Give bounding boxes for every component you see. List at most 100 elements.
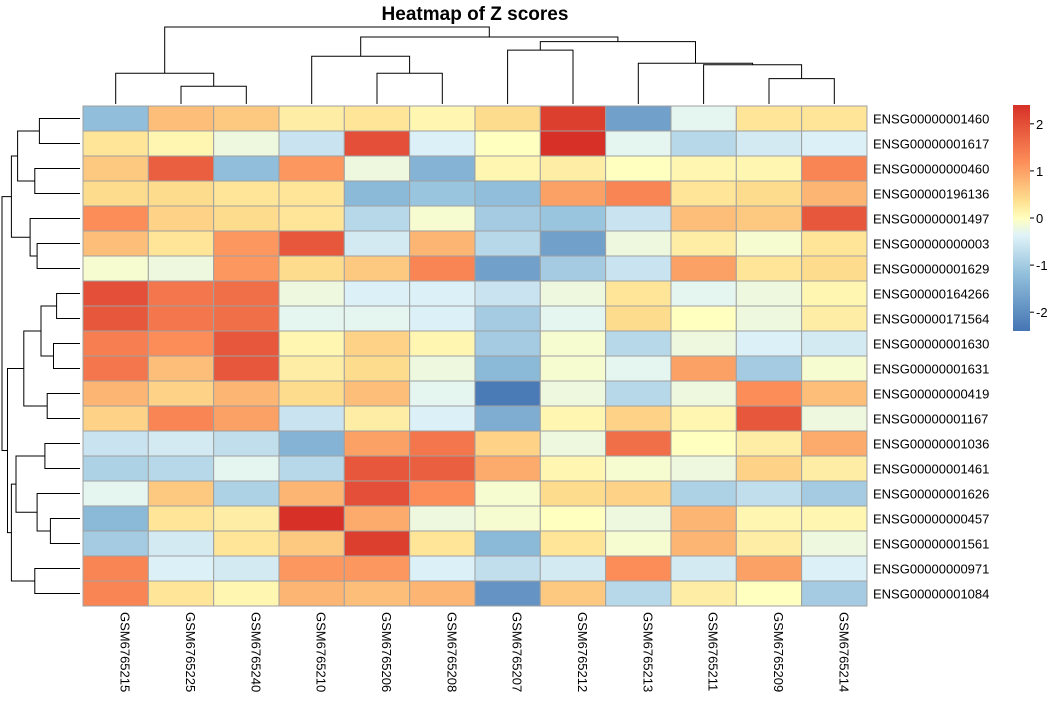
heatmap-cell (735, 455, 803, 482)
heatmap-cell (670, 255, 737, 282)
column-label: GSM6765206 (379, 612, 394, 692)
row-dendrogram-branch (46, 393, 80, 419)
heatmap-cell (474, 480, 541, 507)
row-dendrogram-branch (56, 293, 80, 319)
heatmap-cell (735, 105, 803, 132)
heatmap-cell (213, 505, 280, 532)
column-dendrogram-branch (115, 72, 215, 104)
heatmap-cell (735, 230, 803, 257)
heatmap-cell (605, 405, 672, 432)
heatmap-cell (213, 330, 280, 357)
legend-tick-label: 1 (1036, 164, 1043, 179)
heatmap-cell (409, 405, 476, 432)
heatmap-cell (409, 330, 476, 357)
heatmap-cell (605, 130, 672, 157)
heatmap-cell (213, 430, 280, 457)
heatmap-cell (278, 480, 345, 507)
heatmap-cell (147, 455, 215, 482)
heatmap-cell (409, 180, 476, 207)
heatmap-cell (147, 130, 215, 157)
heatmap-cell (605, 280, 672, 307)
heatmap-cell (213, 555, 280, 582)
heatmap-cell (343, 255, 411, 282)
heatmap-cell (213, 530, 280, 557)
row-label: ENSG00000001626 (873, 487, 989, 502)
heatmap-cell (82, 355, 149, 382)
heatmap-cell (82, 205, 149, 232)
heatmap-cell (539, 155, 607, 182)
heatmap-cell (801, 530, 868, 557)
heatmap-cell (605, 330, 672, 357)
column-dendrogram-branch (311, 55, 411, 104)
heatmap-cell (735, 380, 803, 407)
heatmap-cell (735, 430, 803, 457)
heatmap-cell (474, 455, 541, 482)
heatmap-cell (539, 530, 607, 557)
column-labels: GSM6765215 GSM6765225 GSM6765240 GSM6765210… (118, 612, 852, 692)
legend-tick-label: -2 (1036, 305, 1048, 320)
heatmap-cell (278, 380, 345, 407)
row-label: ENSG00000171564 (873, 312, 989, 327)
heatmap-cell (801, 330, 868, 357)
heatmap-cell (82, 405, 149, 432)
heatmap-cell (409, 480, 476, 507)
column-label: GSM6765209 (771, 612, 786, 692)
row-dendrogram-branch (34, 168, 80, 194)
heatmap-cell (147, 205, 215, 232)
heatmap-cell (670, 155, 737, 182)
heatmap-cell (605, 530, 672, 557)
heatmap-cell (343, 380, 411, 407)
column-dendrogram-branch (768, 78, 835, 104)
heatmap-cell (801, 205, 868, 232)
heatmap-cell (409, 105, 476, 132)
column-label: GSM6765214 (836, 612, 851, 692)
heatmap-cell (409, 255, 476, 282)
heatmap-cell (735, 330, 803, 357)
heatmap-cell (474, 105, 541, 132)
heatmap-cell (343, 130, 411, 157)
heatmap-cell (82, 305, 149, 332)
heatmap-cell (735, 255, 803, 282)
heatmap-cell (213, 480, 280, 507)
heatmap-cell (605, 505, 672, 532)
heatmap-cell (735, 580, 803, 607)
heatmap-cell (213, 230, 280, 257)
heatmap-cell (539, 505, 607, 532)
row-label: ENSG00000001629 (873, 262, 989, 277)
heatmap-cell (605, 305, 672, 332)
heatmap-cell (801, 505, 868, 532)
heatmap-cell (278, 430, 345, 457)
heatmap-cell (801, 280, 868, 307)
heatmap-cell (213, 280, 280, 307)
column-dendrogram-branch (360, 36, 619, 57)
heatmap-cell (278, 305, 345, 332)
heatmap-cell (670, 330, 737, 357)
heatmap-cell (147, 580, 215, 607)
heatmap-cell (409, 380, 476, 407)
heatmap-cell (343, 430, 411, 457)
heatmap-cell (735, 530, 803, 557)
row-dendrogram-branch (38, 118, 80, 144)
heatmap-cell (82, 180, 149, 207)
heatmap-cell (213, 405, 280, 432)
heatmap-cell (735, 505, 803, 532)
heatmap-cell (474, 205, 541, 232)
heatmap-cell (82, 330, 149, 357)
heatmap-cell (801, 255, 868, 282)
heatmap-cell (409, 580, 476, 607)
heatmap-cell (474, 530, 541, 557)
heatmap-cell (605, 205, 672, 232)
heatmap-cell (213, 255, 280, 282)
heatmap-cell (409, 430, 476, 457)
column-dendrogram (115, 26, 835, 104)
heatmap-cell (801, 105, 868, 132)
heatmap-cell (735, 180, 803, 207)
chart-title: Heatmap of Z scores (382, 4, 569, 25)
heatmap-cell (735, 205, 803, 232)
heatmap-cell (343, 205, 411, 232)
heatmap-cell (147, 505, 215, 532)
heatmap-cell (539, 580, 607, 607)
heatmap-cell (801, 305, 868, 332)
row-dendrogram-branch (34, 568, 80, 594)
heatmap-cell (278, 580, 345, 607)
